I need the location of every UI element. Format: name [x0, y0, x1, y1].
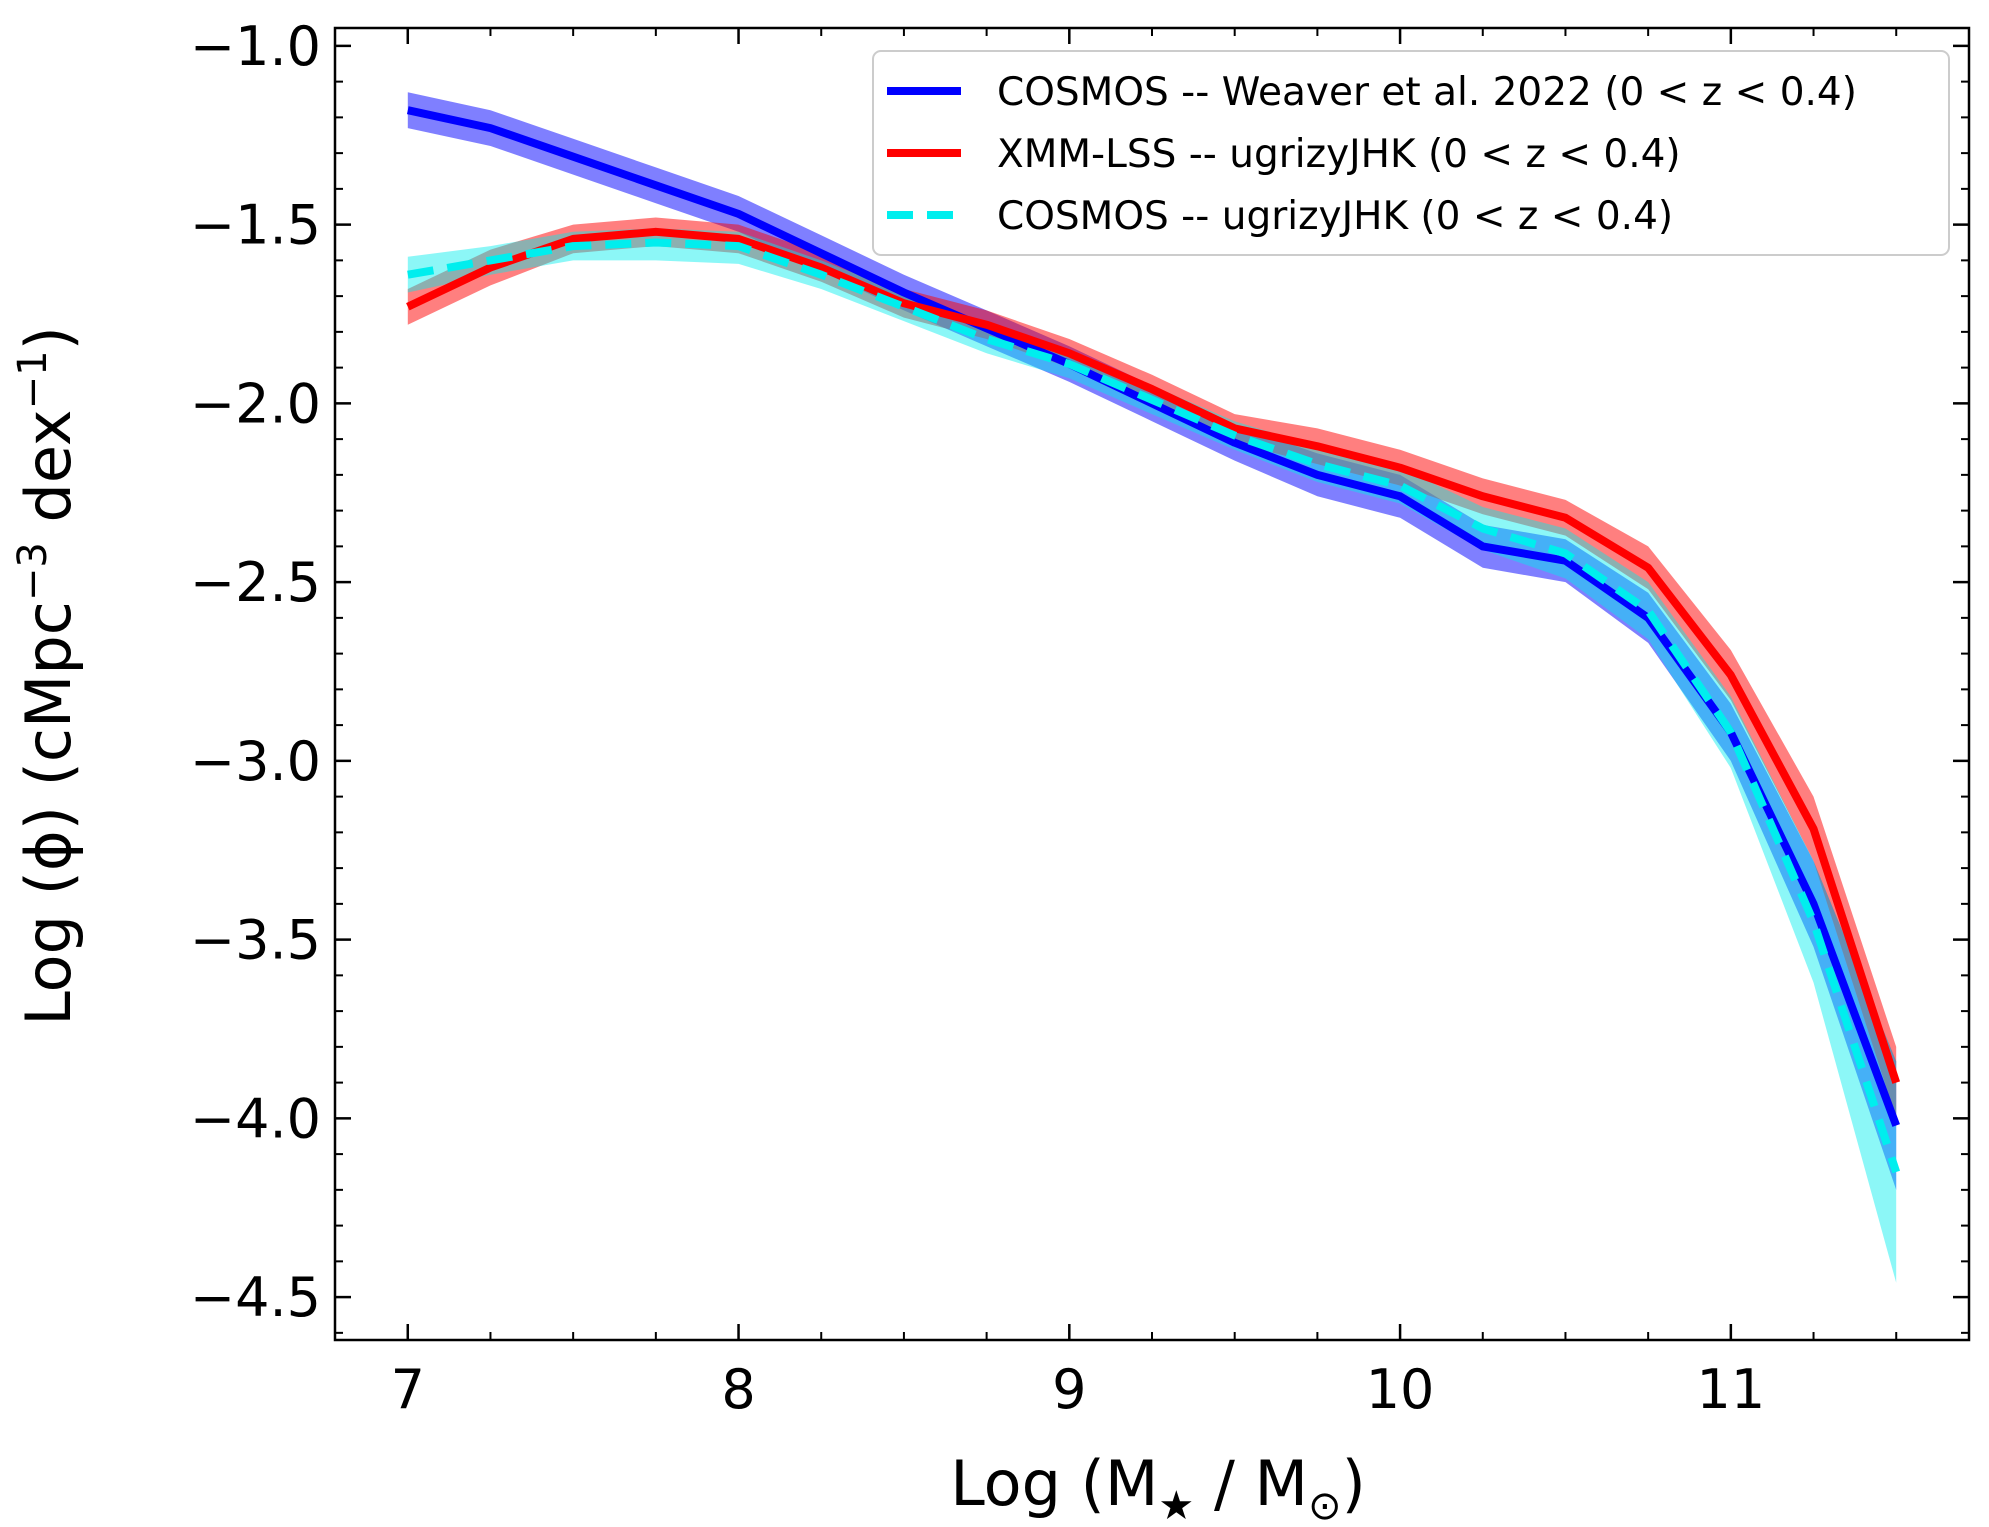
legend-label-1: COSMOS -- Weaver et al. 2022 (0 < z < 0.…	[997, 70, 1857, 115]
legend-label-3: COSMOS -- ugrizyJHK (0 < z < 0.4)	[997, 194, 1673, 239]
y-axis-label: Log (ϕ) (cMpc−3 dex−1)	[10, 326, 85, 1026]
x-axis-label: Log (M★ / M⊙)	[950, 1447, 1366, 1522]
legend-label-2: XMM-LSS -- ugrizyJHK (0 < z < 0.4)	[997, 132, 1681, 177]
uncertainty-bands	[407, 92, 1897, 1283]
legend-box	[872, 50, 1950, 256]
plot-frame	[333, 26, 1971, 1342]
y-tick-label: −3.0	[190, 730, 321, 793]
series-lines	[406, 106, 1901, 1174]
x-tick-label: 11	[1696, 1358, 1765, 1421]
y-tick-label: −4.0	[190, 1087, 321, 1150]
y-tick-label: −3.5	[190, 909, 321, 972]
x-tick-label: 7	[391, 1358, 425, 1421]
x-tick-label: 8	[721, 1358, 755, 1421]
y-tick-label: −1.5	[190, 194, 321, 257]
legend: COSMOS -- Weaver et al. 2022 (0 < z < 0.…	[872, 50, 1950, 256]
line-series-2	[406, 227, 1901, 1084]
y-tick-label: −4.5	[190, 1266, 321, 1329]
axis-ticks: 7 8 9 10 11 −1.0 −1.5 −2.0 −2.5 −3.0 −3.5 −4.0 −4.5	[190, 15, 1969, 1421]
y-tick-label: −2.5	[190, 551, 321, 614]
x-tick-label: 10	[1366, 1358, 1435, 1421]
x-tick-label: 9	[1052, 1358, 1086, 1421]
line-series-3	[407, 238, 1900, 1174]
y-tick-label: −2.0	[190, 372, 321, 435]
y-tick-label: −1.0	[190, 15, 321, 78]
